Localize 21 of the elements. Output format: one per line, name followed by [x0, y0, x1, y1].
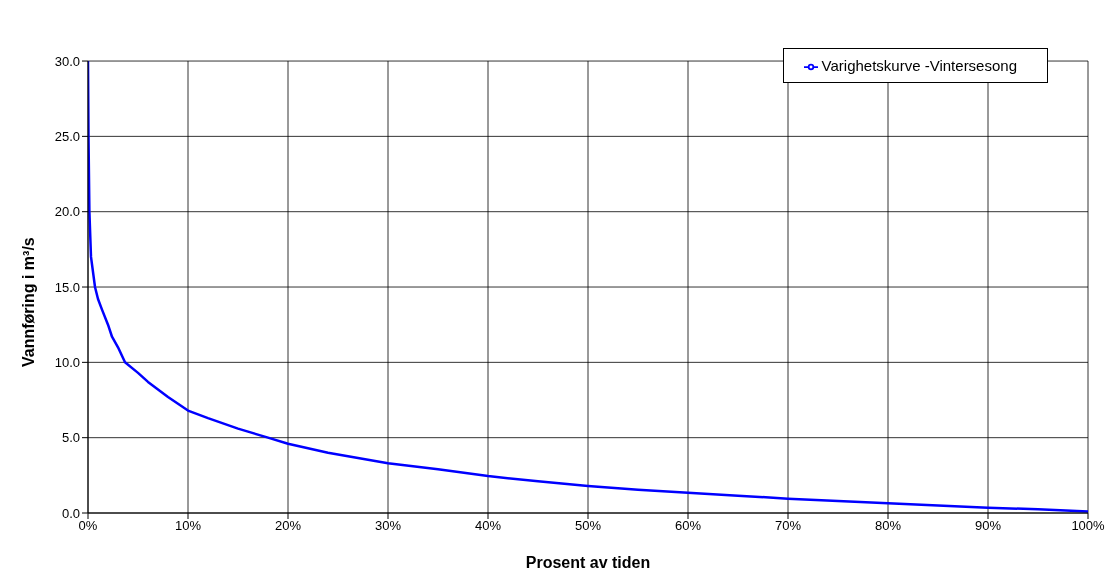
y-tick-label: 10.0	[54, 354, 80, 370]
x-tick-label: 30%	[374, 518, 402, 534]
x-axis-title: Prosent av tiden	[525, 554, 651, 571]
x-tick-label: 90%	[974, 518, 1002, 534]
x-tick-label: 20%	[274, 518, 302, 534]
y-axis-title: Vannføring i m³/s	[19, 237, 37, 368]
y-tick-label: 5.0	[61, 430, 80, 446]
x-tick-label: 80%	[874, 518, 902, 534]
x-tick-label: 0%	[78, 518, 98, 534]
y-tick-label: 0.0	[61, 505, 80, 521]
x-tick-label: 50%	[574, 518, 602, 534]
legend-label: Varighetskurve -Vintersesong	[821, 57, 1017, 74]
x-tick-label: 70%	[774, 518, 802, 534]
y-tick-label: 15.0	[54, 279, 80, 295]
x-tick-label: 10%	[174, 518, 202, 534]
y-tick-label: 20.0	[54, 204, 80, 220]
y-tick-label: 30.0	[54, 53, 80, 69]
x-tick-label: 40%	[474, 518, 502, 534]
x-tick-label: 60%	[674, 518, 702, 534]
y-tick-label: 25.0	[54, 128, 80, 144]
x-tick-label: 100%	[1071, 518, 1106, 534]
